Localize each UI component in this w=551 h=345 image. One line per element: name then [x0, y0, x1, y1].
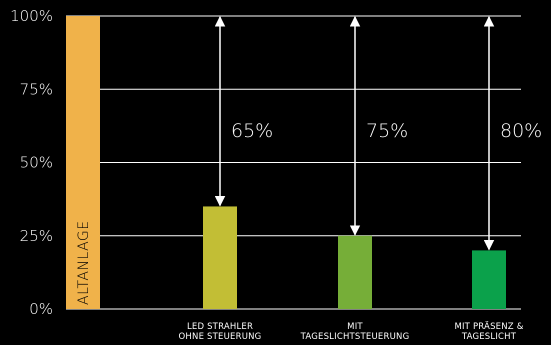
bars: ALTANLAGE	[66, 16, 506, 309]
x-axis-labels: LED STRAHLER OHNE STEUERUNG MIT TAGESLICHTS…	[179, 321, 524, 342]
y-tick-label: 100%	[10, 7, 53, 25]
y-tick-label: 0%	[29, 300, 53, 318]
savings-label: 65%	[231, 120, 273, 142]
y-tick-label: 75%	[20, 80, 53, 98]
x-category-label: MIT PRÄSENZ & TAGESLICHT	[454, 321, 523, 342]
bar	[472, 250, 506, 309]
y-tick-label: 25%	[20, 227, 53, 245]
savings-label: 80%	[500, 120, 542, 142]
savings-arrows: 65% 75% 80%	[214, 15, 542, 251]
x-category-label: MIT TAGESLICHTSTEUERUNG	[300, 322, 410, 342]
y-tick-label: 50%	[20, 154, 53, 172]
bar	[203, 206, 237, 309]
grid-lines	[66, 15, 521, 310]
y-axis-ticks: 0% 25% 50% 75% 100%	[10, 7, 53, 318]
bar	[338, 235, 372, 309]
savings-label: 75%	[366, 120, 408, 142]
bar	[66, 16, 100, 309]
bar-inner-label: ALTANLAGE	[76, 220, 92, 305]
x-category-label: LED STRAHLER OHNE STEUERUNG	[179, 322, 262, 342]
